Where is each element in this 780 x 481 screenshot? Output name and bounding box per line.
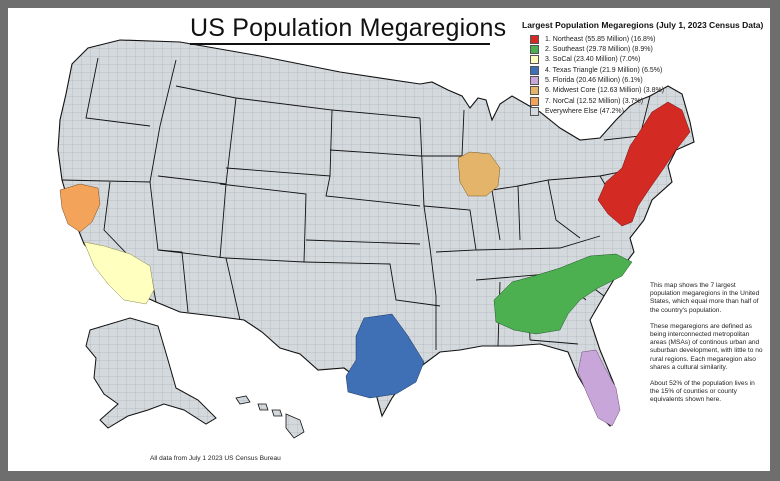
legend-title: Largest Population Megaregions (July 1, …	[522, 20, 764, 30]
legend-swatch	[530, 96, 539, 106]
region-southeast	[493, 253, 633, 335]
legend-swatch	[530, 44, 539, 54]
legend-item: 1. Northeast (55.85 Million) (16.8%)	[522, 34, 768, 44]
legend-label: 7. NorCal (12.52 Million) (3.7%)	[545, 97, 644, 105]
region-socal	[83, 241, 155, 305]
legend-swatch	[530, 55, 539, 65]
title-underline	[190, 43, 490, 45]
legend-item: 4. Texas Triangle (21.9 Million) (6.5%)	[522, 65, 768, 75]
note-paragraph: This map shows the 7 largest population …	[650, 282, 760, 314]
alaska	[85, 317, 217, 429]
region-northeast	[597, 101, 691, 227]
region-texas-triangle	[345, 313, 425, 399]
hawaii	[235, 395, 305, 439]
legend-swatch	[530, 107, 539, 117]
legend-item: 2. Southeast (29.78 Million) (8.9%)	[522, 44, 768, 54]
legend-swatch	[530, 34, 539, 44]
legend-item: 6. Midwest Core (12.63 Million) (3.8%)	[522, 86, 768, 96]
legend-item: 7. NorCal (12.52 Million) (3.7%)	[522, 96, 768, 106]
note-paragraph: These megaregions are defined as being i…	[650, 322, 763, 371]
region-florida	[577, 349, 621, 427]
legend-item: 3. SoCal (23.40 Million) (7.0%)	[522, 55, 768, 65]
region-norcal	[59, 183, 101, 233]
legend-swatch	[530, 76, 539, 86]
legend-label: 3. SoCal (23.40 Million) (7.0%)	[545, 56, 641, 64]
legend-label: Everywhere Else (47.2%)	[545, 108, 624, 116]
legend: Largest Population Megaregions (July 1, …	[522, 20, 768, 117]
legend-item: Everywhere Else (47.2%)	[522, 107, 768, 117]
legend-label: 6. Midwest Core (12.63 Million) (3.8%)	[545, 87, 665, 95]
legend-label: 1. Northeast (55.85 Million) (16.8%)	[545, 35, 656, 43]
legend-label: 4. Texas Triangle (21.9 Million) (6.5%)	[545, 66, 663, 74]
region-midwest-core	[457, 151, 501, 197]
legend-item: 5. Florida (20.46 Million) (6.1%)	[522, 76, 768, 86]
legend-label: 5. Florida (20.46 Million) (6.1%)	[545, 77, 643, 85]
legend-swatch	[530, 86, 539, 96]
source-note: All data from July 1 2023 US Census Bure…	[150, 455, 281, 462]
map-notes: This map shows the 7 largest population …	[650, 282, 765, 413]
map-title: US Population Megaregions	[190, 14, 507, 42]
note-paragraph: About 52% of the population lives in the…	[650, 380, 755, 404]
legend-label: 2. Southeast (29.78 Million) (8.9%)	[545, 45, 653, 53]
legend-swatch	[530, 65, 539, 75]
